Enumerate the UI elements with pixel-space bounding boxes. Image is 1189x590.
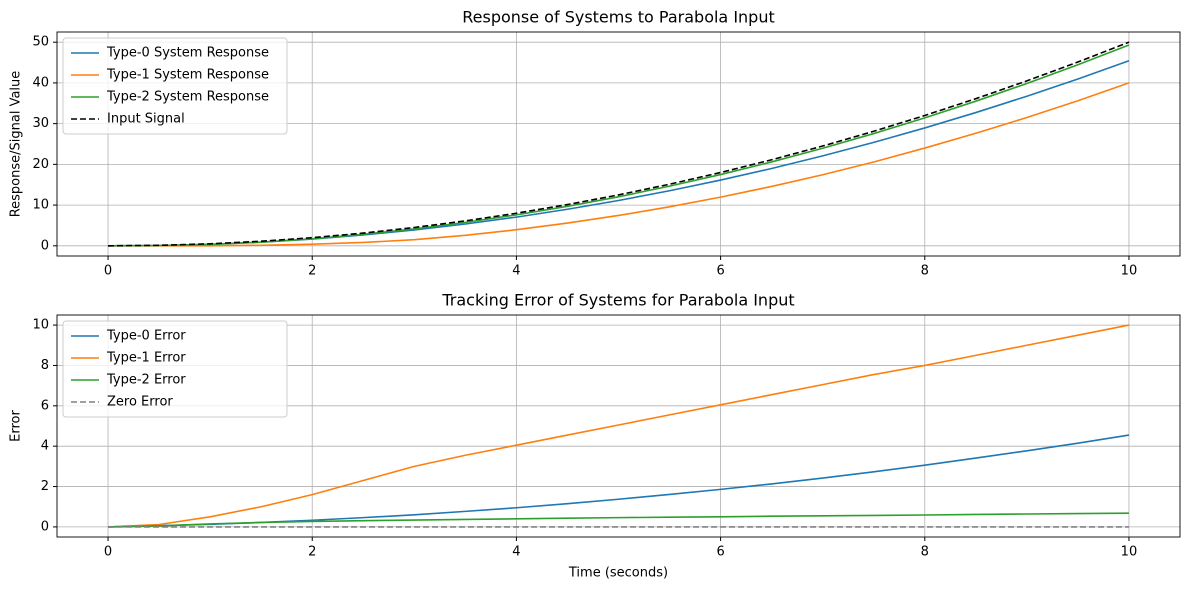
y-tick-label: 6 (41, 398, 49, 413)
x-tick-label: 10 (1121, 264, 1138, 279)
legend: Type-0 System Response Type-1 System Resp… (62, 37, 288, 135)
axes-frame (56, 314, 1181, 538)
y-tick-label: 20 (32, 157, 49, 172)
y-tick-label: 8 (41, 358, 49, 373)
chart-title: Tracking Error of Systems for Parabola I… (441, 291, 794, 310)
x-tick-label: 10 (1121, 545, 1138, 560)
legend-box (62, 320, 288, 418)
y-tick-label: 40 (32, 75, 49, 90)
chart-title: Response of Systems to Parabola Input (462, 8, 775, 27)
y-tick-label: 4 (41, 439, 49, 454)
x-tick-label: 6 (716, 545, 724, 560)
y-tick-label: 10 (32, 198, 49, 213)
y-tick-label: 50 (32, 35, 49, 50)
y-tick-label: 30 (32, 116, 49, 131)
x-axis-label: Time (seconds) (568, 566, 668, 581)
x-tick-label: 2 (308, 545, 316, 560)
legend-label: Type-1 System Response (106, 68, 269, 83)
x-tick-label: 0 (104, 264, 112, 279)
series-line (108, 41, 1130, 247)
series-line (108, 512, 1129, 528)
x-tick-label: 8 (921, 545, 929, 560)
axes-frame (56, 31, 1181, 257)
legend-label: Type-1 Error (106, 351, 186, 366)
legend-label: Type-2 Error (106, 373, 186, 388)
legend-box (62, 37, 288, 135)
legend-label: Type-0 System Response (106, 46, 269, 61)
subplot: 0 2 4 6 8 10 0 10 20 30 40 50 Response of Systems to… (9, 8, 1181, 279)
x-tick-label: 4 (512, 545, 520, 560)
series-line (108, 324, 1130, 528)
legend: Type-0 Error Type-1 Error Type-2 Error Zero… (62, 320, 288, 418)
legend-label: Input Signal (107, 112, 185, 127)
y-axis-label: Error (9, 410, 24, 442)
y-tick-label: 0 (41, 519, 49, 534)
x-tick-label: 8 (921, 264, 929, 279)
y-tick-label: 10 (32, 318, 49, 333)
x-tick-label: 6 (716, 264, 724, 279)
x-tick-label: 4 (512, 264, 520, 279)
legend-label: Type-0 Error (106, 329, 186, 344)
y-axis-label: Response/Signal Value (9, 71, 24, 218)
y-tick-label: 0 (41, 238, 49, 253)
y-tick-label: 2 (41, 479, 49, 494)
subplot: 0 2 4 6 8 10 0 2 4 6 8 10 Tracking Error of Systems … (9, 291, 1181, 581)
x-tick-label: 0 (104, 545, 112, 560)
series-line (108, 44, 1130, 247)
x-tick-label: 2 (308, 264, 316, 279)
legend-label: Type-2 System Response (106, 90, 269, 105)
series-line (108, 82, 1130, 247)
legend-label: Zero Error (107, 395, 173, 410)
